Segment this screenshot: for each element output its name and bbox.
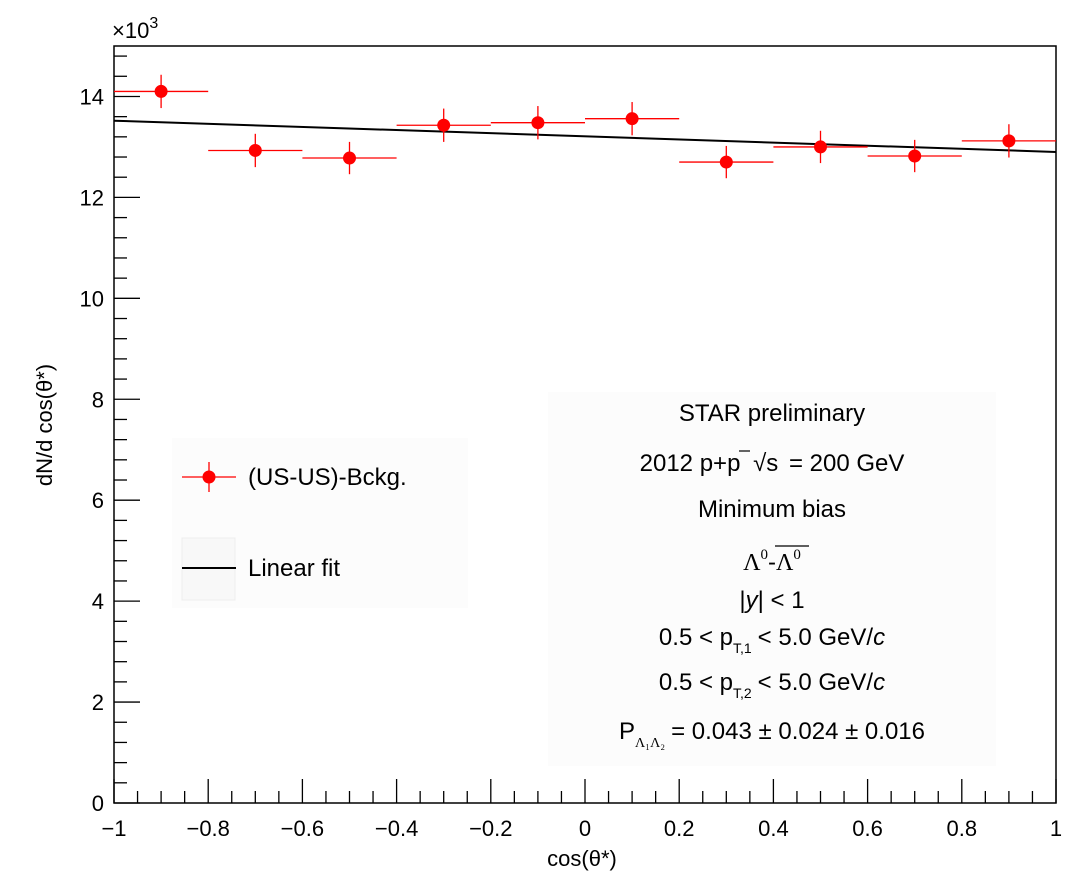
x-tick-label: 0.4 — [758, 816, 789, 841]
info-box-bg — [548, 392, 996, 766]
x-tick-label: −1 — [101, 816, 126, 841]
data-point — [490, 106, 585, 140]
x-tick-label: −0.4 — [375, 816, 418, 841]
data-point — [961, 124, 1056, 158]
point-marker — [248, 143, 262, 157]
legend-label-fit: Linear fit — [248, 555, 340, 582]
x-axis-title: cos(θ*) — [547, 846, 617, 871]
point-marker — [154, 84, 168, 98]
x-tick-label: −0.8 — [186, 816, 229, 841]
data-point — [396, 108, 491, 142]
fit-line — [113, 119, 1057, 153]
y-tick-label: 0 — [92, 791, 104, 816]
y-tick-label: 4 — [92, 589, 104, 614]
data-series-us-us-bckg — [114, 74, 1056, 179]
polarization-result: PΛ₁Λ₂ = 0.043 ± 0.024 ± 0.016 — [619, 718, 925, 751]
x-tick-label: 0.8 — [947, 816, 978, 841]
point-marker — [625, 112, 639, 126]
point-marker — [719, 155, 733, 169]
data-point — [679, 145, 774, 179]
x-tick-label: 1 — [1050, 816, 1062, 841]
data-point — [208, 133, 303, 168]
x-axis-tick-labels: −1 −0.8 −0.6 −0.4 −0.2 0 0.2 0.4 0.6 0.8 1 — [101, 816, 1062, 841]
point-marker — [814, 140, 827, 154]
y-axis-tick-labels: 0 2 4 6 8 10 12 14 — [80, 84, 104, 816]
point-marker — [437, 118, 451, 132]
point-marker — [908, 149, 922, 163]
y-tick-label: 10 — [80, 286, 104, 311]
y-exponent-label: ×103 — [112, 15, 158, 43]
legend-label-series: (US-US)-Bckg. — [248, 464, 407, 491]
y-tick-label: 6 — [92, 488, 104, 513]
data-point — [867, 139, 962, 173]
data-point — [114, 74, 209, 109]
info-annotations: STAR preliminary 2012 p+p √s = 200 GeV M… — [619, 400, 925, 751]
x-axis-ticks — [113, 779, 1057, 803]
point-marker — [343, 151, 356, 165]
rapidity-cut: |y| < 1 — [739, 587, 804, 614]
particle-pair: Λ0-Λ0 — [743, 547, 801, 576]
data-point — [302, 141, 397, 175]
y-tick-label: 2 — [92, 690, 104, 715]
y-axis-title: dN/d cos(θ*) — [32, 364, 57, 486]
collision-info: 2012 p+p √s = 200 GeV — [640, 450, 905, 477]
point-marker — [531, 116, 545, 130]
y-tick-label: 8 — [92, 387, 104, 412]
x-tick-label: 0.6 — [852, 816, 883, 841]
x-tick-label: 0.2 — [664, 816, 695, 841]
y-tick-label: 12 — [80, 185, 104, 210]
legend: (US-US)-Bckg. Linear fit — [181, 462, 407, 601]
legend-marker-point — [202, 470, 216, 484]
x-tick-label: −0.6 — [281, 816, 324, 841]
pt1-cut: 0.5 < pT,1 < 5.0 GeV/c — [659, 624, 885, 656]
x-tick-label: 0 — [579, 816, 591, 841]
x-tick-label: −0.2 — [469, 816, 512, 841]
data-point — [773, 130, 868, 164]
star-preliminary-label: STAR preliminary — [679, 400, 865, 427]
data-point — [585, 102, 680, 136]
pt2-cut: 0.5 < pT,2 < 5.0 GeV/c — [659, 669, 885, 701]
trigger-info: Minimum bias — [698, 496, 846, 523]
y-axis-ticks — [114, 55, 140, 804]
y-tick-label: 14 — [80, 84, 104, 109]
point-marker — [1002, 134, 1016, 148]
